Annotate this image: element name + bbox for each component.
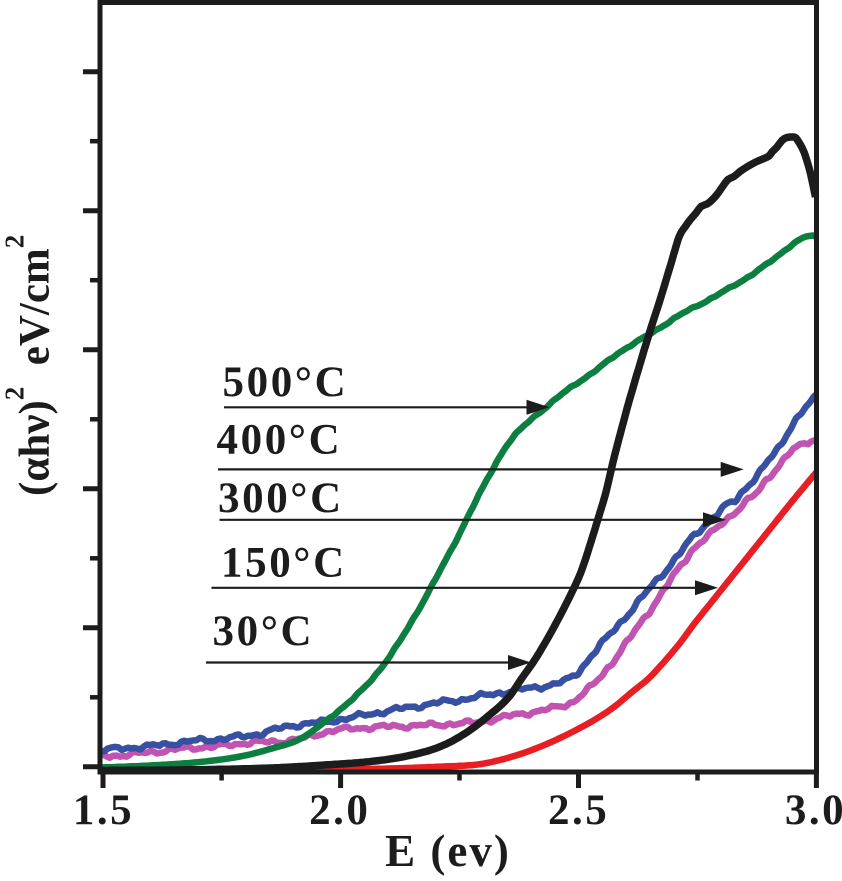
svg-text:2.0: 2.0 xyxy=(309,787,370,834)
svg-text:2.5: 2.5 xyxy=(548,787,609,834)
svg-text:30°C: 30°C xyxy=(213,608,315,655)
svg-text:400°C: 400°C xyxy=(217,417,343,464)
svg-text:1.5: 1.5 xyxy=(73,787,134,834)
svg-text:E (ev): E (ev) xyxy=(385,826,511,876)
svg-text:3.0: 3.0 xyxy=(785,787,842,834)
svg-text:500°C: 500°C xyxy=(223,359,349,406)
svg-text:150°C: 150°C xyxy=(221,540,347,587)
svg-text:300°C: 300°C xyxy=(218,475,344,522)
